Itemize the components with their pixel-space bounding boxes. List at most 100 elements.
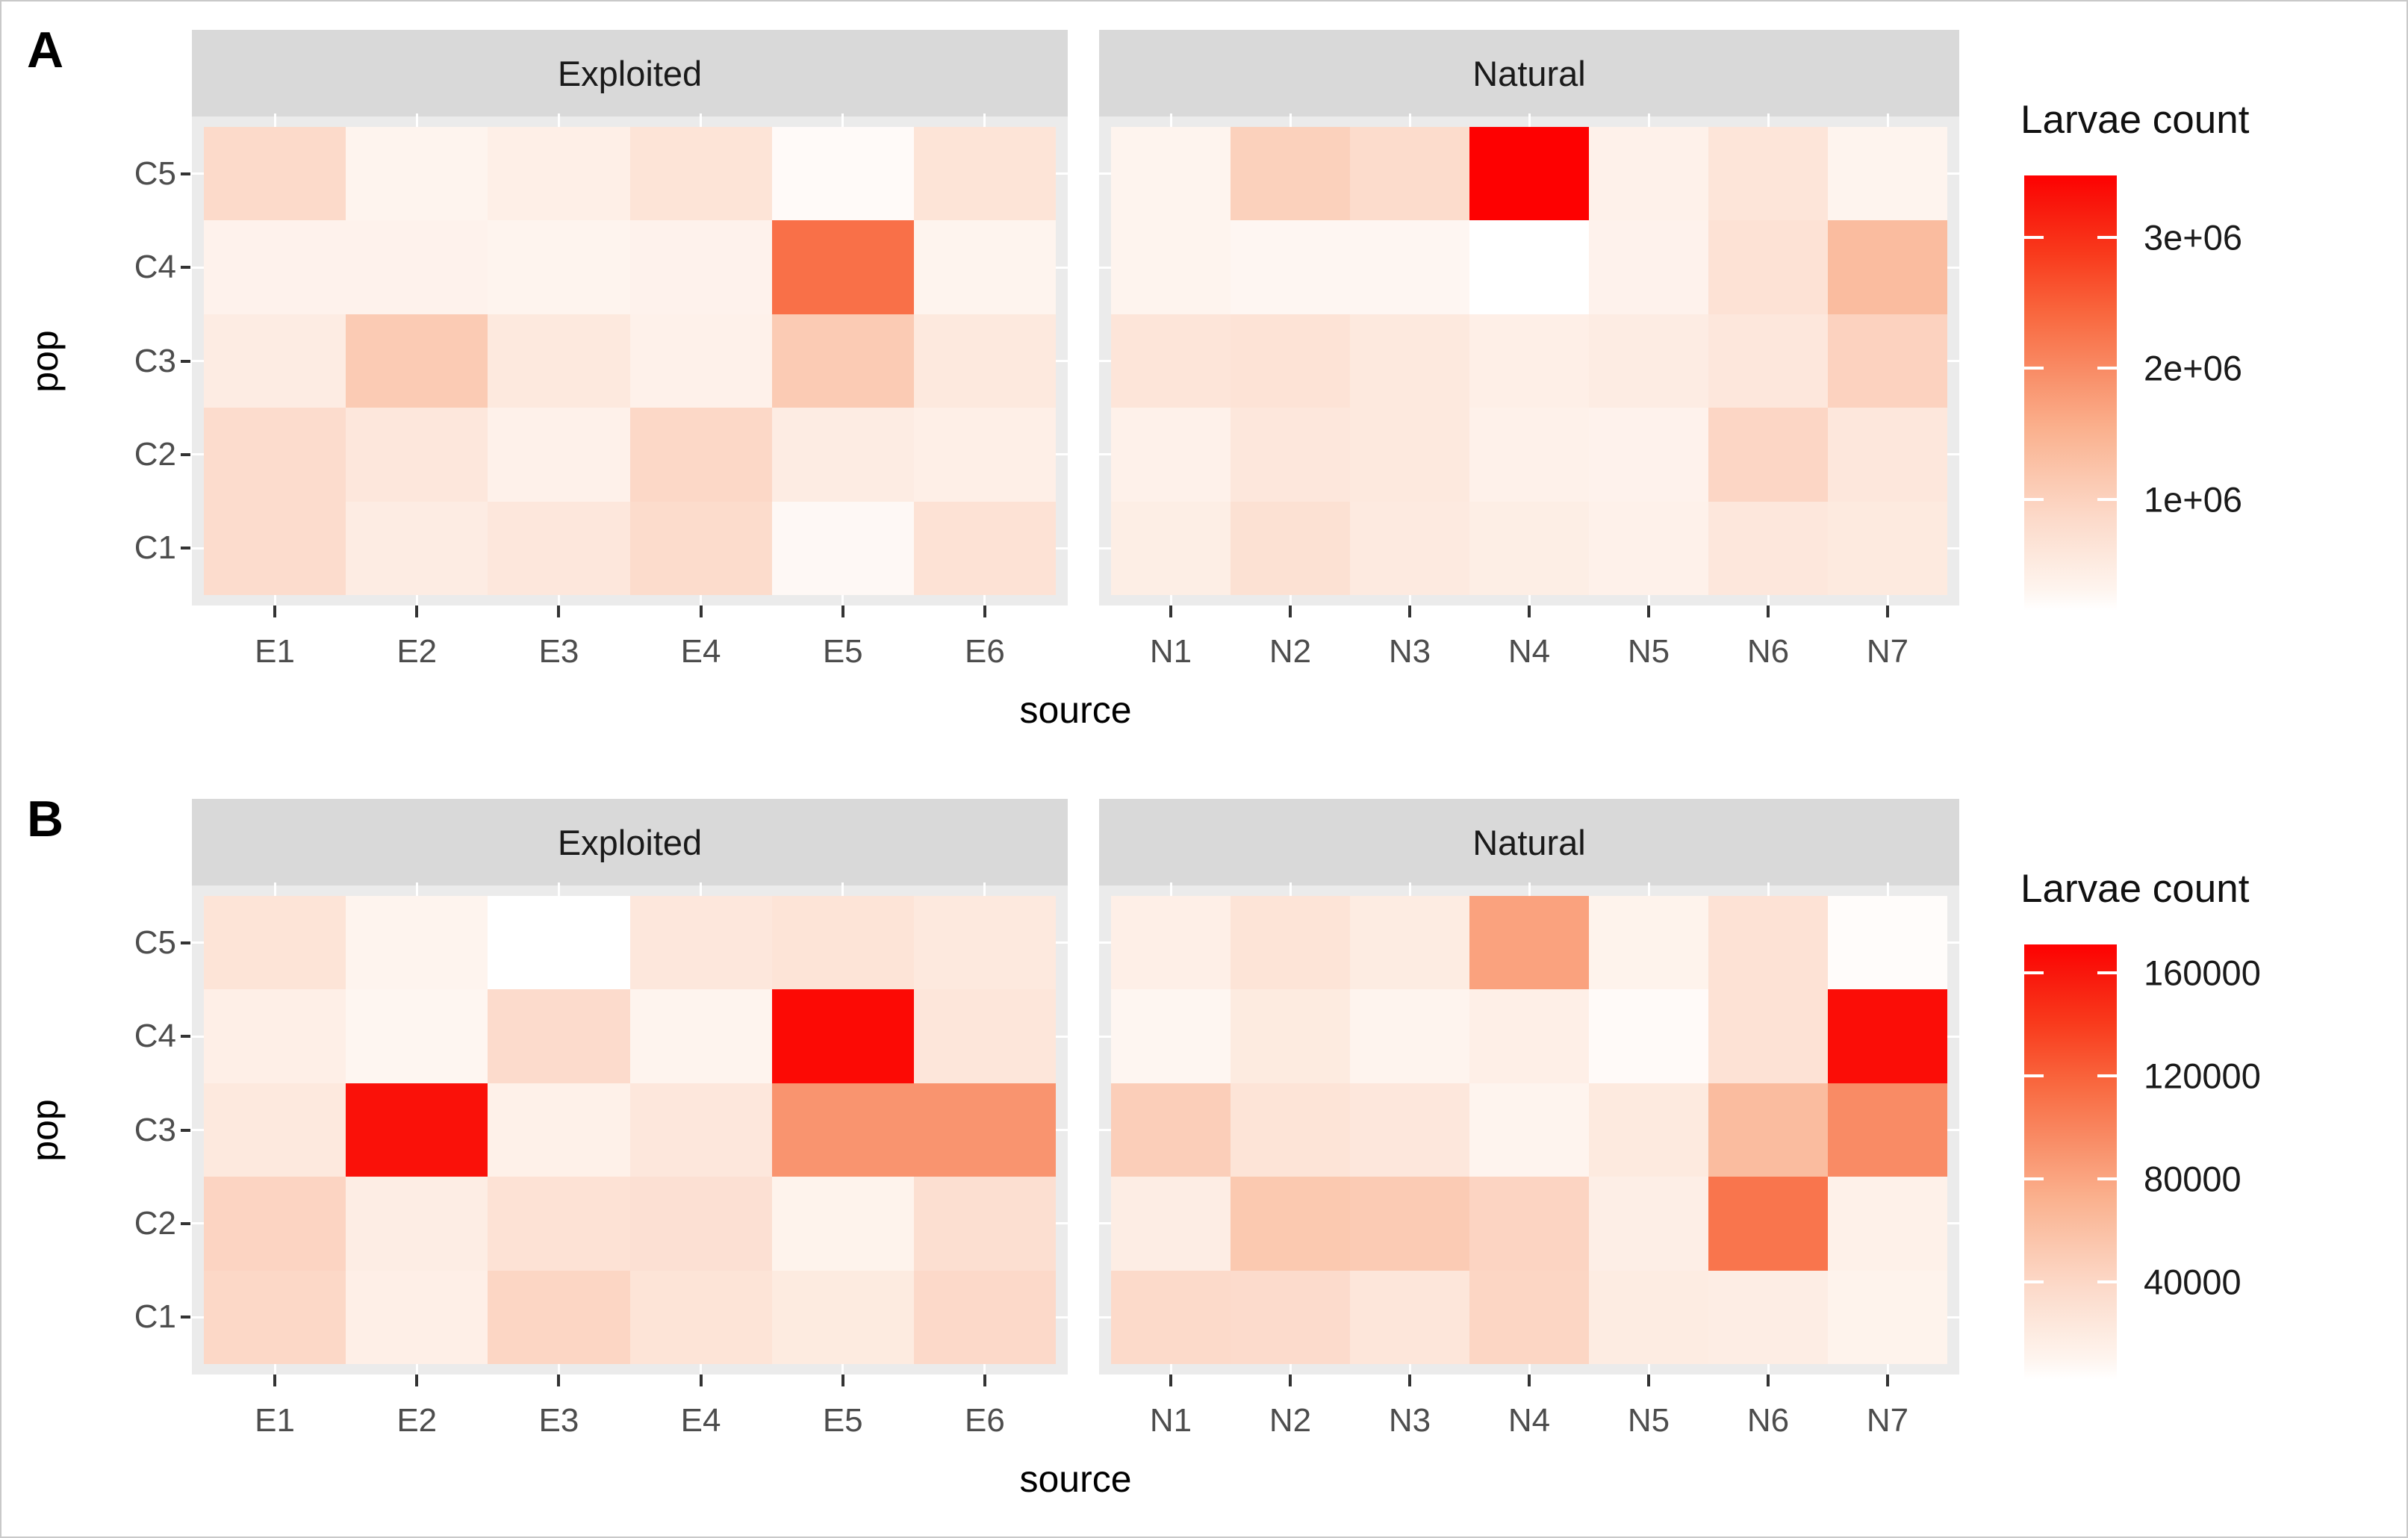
legend-title: Larvae count — [2020, 98, 2250, 142]
heatmap-cell — [488, 1083, 630, 1177]
gridline-stub — [1056, 1222, 1068, 1225]
gridline-stub — [1528, 595, 1531, 605]
gridline-stub — [1947, 941, 1959, 944]
x-tick-label: N4 — [1508, 633, 1551, 670]
heatmap-cell — [1708, 408, 1828, 502]
legend-tick — [2097, 1280, 2117, 1283]
gridline-stub — [415, 113, 418, 127]
gridline-stub — [1886, 1364, 1889, 1374]
y-tick-label: C5 — [134, 155, 176, 192]
heatmap-cell — [488, 1177, 630, 1271]
gridline-stub — [1408, 1364, 1411, 1374]
x-tick-label: E6 — [964, 1402, 1005, 1439]
gridline-stub — [1767, 1364, 1770, 1374]
heatmap-cell — [629, 1177, 772, 1271]
heatmap-cell — [913, 220, 1056, 314]
gridline-stub — [1056, 1129, 1068, 1131]
heatmap-cell — [629, 989, 772, 1083]
gridline-stub — [192, 172, 204, 175]
gridline-stub — [1169, 1364, 1172, 1374]
heatmap-cell — [1111, 1177, 1231, 1271]
x-axis-tick — [1528, 605, 1531, 617]
legend-tick-label: 160000 — [2144, 953, 2261, 993]
heatmap-tiles — [204, 127, 1056, 595]
gridline-stub — [557, 595, 560, 605]
heatmap-cell — [1469, 1177, 1589, 1271]
heatmap-cell — [488, 220, 630, 314]
heatmap-cell — [346, 127, 488, 221]
legend-tick — [2024, 235, 2044, 239]
y-tick-label: C3 — [134, 342, 176, 379]
gridline-stub — [192, 1316, 204, 1318]
x-tick-label: N2 — [1269, 1402, 1312, 1439]
x-axis-tick — [1408, 605, 1411, 617]
gridline-stub — [1099, 1222, 1111, 1225]
heatmap-cell — [346, 1177, 488, 1271]
heatmap-cell — [771, 1083, 914, 1177]
heatmap-cell — [1469, 127, 1589, 221]
legend-tick — [2024, 1074, 2044, 1077]
heatmap-cell — [771, 408, 914, 502]
gridline-stub — [1886, 595, 1889, 605]
y-axis-tick — [181, 1316, 190, 1319]
heatmap-cell — [1708, 501, 1828, 595]
gridline-stub — [1169, 882, 1172, 896]
gridline-stub — [1408, 882, 1411, 896]
heatmap-cell — [1111, 1270, 1231, 1364]
heatmap-cell — [1469, 314, 1589, 408]
x-axis-tick — [699, 605, 703, 617]
gridline-stub — [192, 453, 204, 456]
heatmap-cell — [204, 896, 346, 990]
panel-a-letter: A — [27, 22, 64, 78]
y-axis-tick — [181, 359, 190, 363]
heatmap-cell — [346, 408, 488, 502]
heatmap-cell — [204, 127, 346, 221]
heatmap-cell — [1111, 127, 1231, 221]
legend-tick-label: 3e+06 — [2144, 217, 2243, 258]
legend-colorbar — [2024, 175, 2117, 611]
gridline-stub — [983, 1364, 986, 1374]
heatmap-cell — [771, 501, 914, 595]
y-tick-label: C1 — [134, 1298, 176, 1336]
heatmap-cell — [1469, 220, 1589, 314]
heatmap-cell — [629, 314, 772, 408]
heatmap-cell — [346, 896, 488, 990]
heatmap-cell — [1469, 501, 1589, 595]
gridline-stub — [273, 1364, 276, 1374]
x-tick-label: N5 — [1627, 1402, 1670, 1439]
y-axis-tick — [181, 1221, 190, 1225]
x-tick-label: E3 — [538, 633, 579, 670]
x-tick-label: E4 — [680, 633, 721, 670]
heatmap-cell — [1589, 1270, 1708, 1364]
heatmap-cell — [629, 1083, 772, 1177]
heatmap-cell — [1828, 220, 1947, 314]
heatmap-cell — [1350, 989, 1469, 1083]
gridline-stub — [1099, 941, 1111, 944]
gridline-stub — [1947, 1222, 1959, 1225]
x-tick-label: N3 — [1388, 633, 1431, 670]
heatmap-cell — [629, 220, 772, 314]
heatmap-cell — [629, 408, 772, 502]
heatmap-cell — [629, 896, 772, 990]
heatmap-cell — [1350, 1083, 1469, 1177]
heatmap-cell — [1231, 1177, 1350, 1271]
x-axis-tick — [1408, 1374, 1411, 1386]
heatmap-cell — [913, 989, 1056, 1083]
heatmap-cell — [488, 408, 630, 502]
gridline-stub — [841, 113, 844, 127]
x-axis-tick — [1289, 1374, 1292, 1386]
heatmap-cell — [346, 314, 488, 408]
heatmap-cell — [488, 989, 630, 1083]
heatmap-cell — [1589, 220, 1708, 314]
gridline-stub — [983, 595, 986, 605]
facet-strip-label: Natural — [1472, 822, 1586, 862]
heatmap-cell — [1589, 408, 1708, 502]
heatmap-cell — [629, 1270, 772, 1364]
heatmap-tiles — [1111, 127, 1947, 595]
gridline-stub — [841, 882, 844, 896]
x-axis-tick — [841, 1374, 844, 1386]
heatmap-exploited: E1 E2 E3 E4 E5 E6 — [192, 882, 1068, 1439]
heatmap-cell — [913, 314, 1056, 408]
heatmap-cell — [913, 501, 1056, 595]
heatmap-cell — [1469, 408, 1589, 502]
